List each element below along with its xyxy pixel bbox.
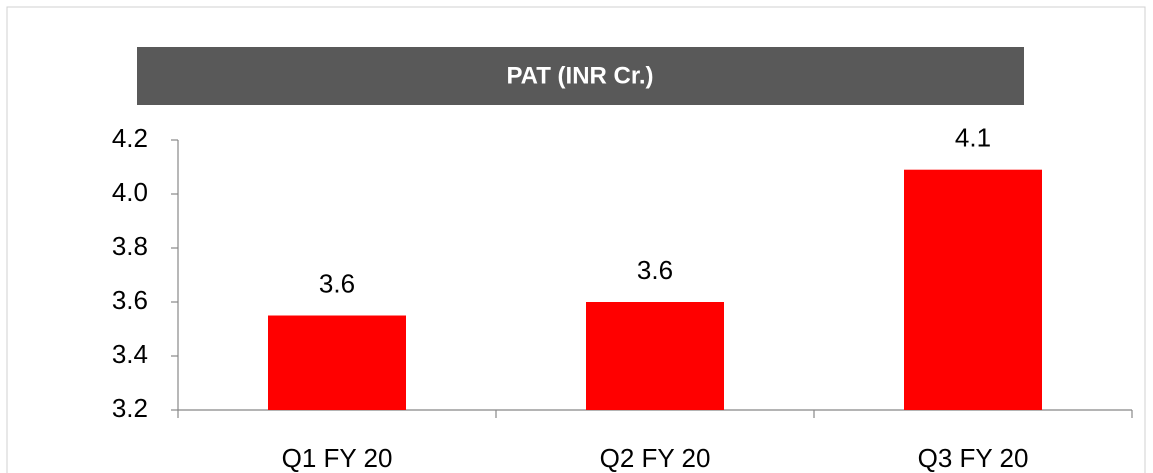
x-tick-label: Q1 FY 20 bbox=[282, 443, 393, 473]
chart-frame bbox=[6, 6, 1146, 473]
y-tick-label: 3.8 bbox=[112, 231, 148, 261]
data-label: 4.1 bbox=[955, 123, 991, 153]
y-tick-label: 3.6 bbox=[112, 285, 148, 315]
data-label: 3.6 bbox=[319, 268, 355, 298]
x-tick-label: Q2 FY 20 bbox=[600, 443, 711, 473]
bar bbox=[904, 169, 1042, 410]
x-tick-label: Q3 FY 20 bbox=[918, 443, 1029, 473]
y-tick-label: 4.2 bbox=[112, 123, 148, 153]
bar bbox=[586, 302, 724, 410]
y-tick-label: 4.0 bbox=[112, 177, 148, 207]
data-label: 3.6 bbox=[637, 255, 673, 285]
y-tick-label: 3.2 bbox=[112, 393, 148, 423]
chart-title: PAT (INR Cr.) bbox=[506, 62, 653, 89]
bar bbox=[268, 315, 406, 410]
y-tick-label: 3.4 bbox=[112, 339, 148, 369]
title-bar bbox=[137, 47, 1024, 105]
